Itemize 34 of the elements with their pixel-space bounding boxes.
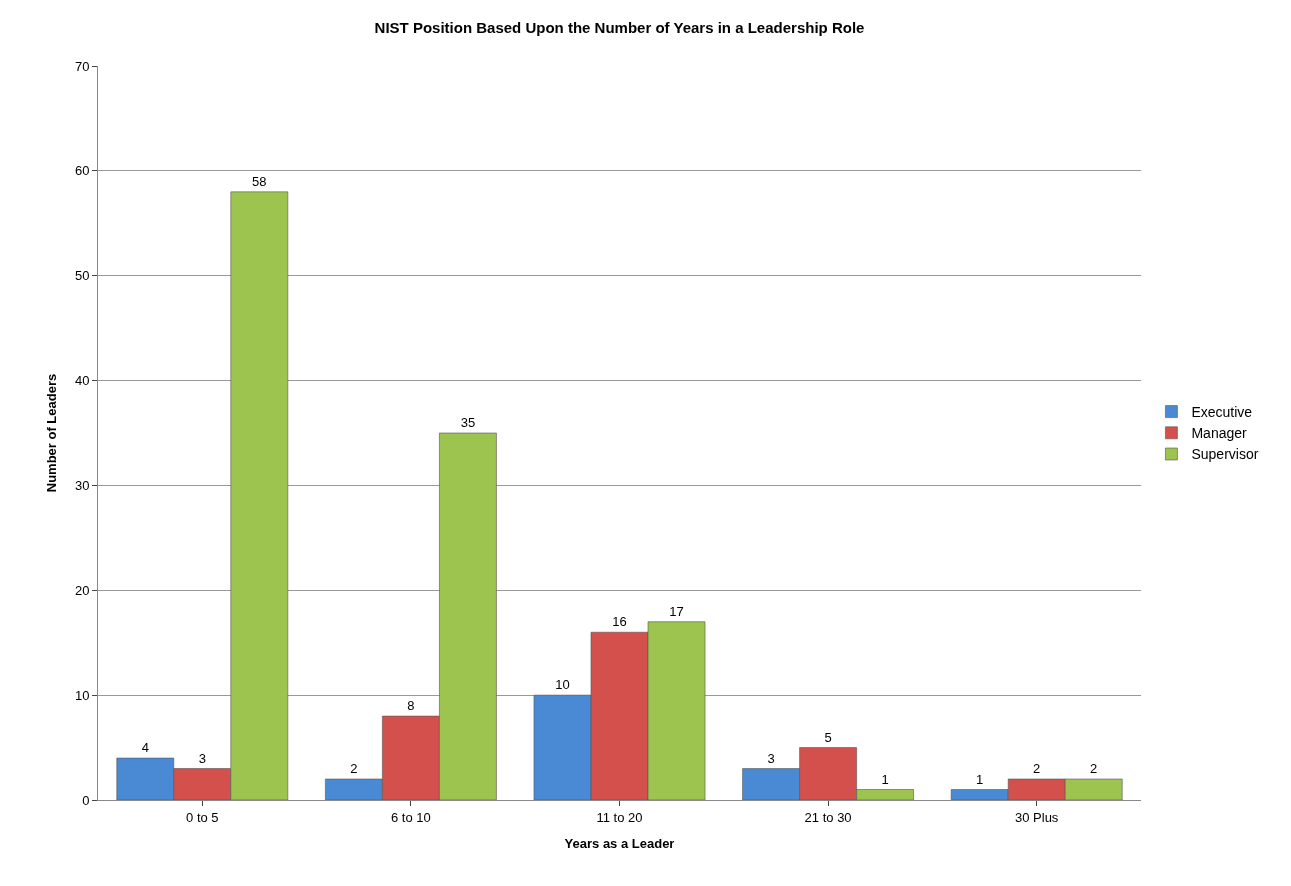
data-label: 10 [555, 677, 570, 693]
data-label: 1 [881, 771, 889, 787]
data-label: 3 [767, 750, 775, 766]
data-label: 2 [350, 761, 358, 777]
data-label: 3 [198, 750, 206, 766]
data-label: 5 [824, 729, 832, 745]
y-tick-label: 40 [74, 373, 90, 389]
data-label: 4 [141, 740, 149, 756]
data-label: 8 [407, 698, 415, 714]
y-tick-label: 10 [74, 687, 90, 703]
data-label: 35 [460, 415, 476, 430]
x-tick-label: 6 to 10 [391, 809, 431, 825]
legend-label: Executive [1191, 404, 1253, 421]
legend-label: Supervisor [1191, 446, 1259, 463]
data-label: 2 [1033, 761, 1041, 777]
y-axis-title: Number of Leaders [43, 373, 59, 493]
y-tick-label: 60 [74, 163, 90, 179]
legend-label: Manager [1191, 425, 1248, 442]
data-label: 1 [976, 771, 984, 787]
data-label: 2 [1090, 761, 1098, 777]
y-tick-label: 20 [74, 582, 90, 598]
y-tick-label: 0 [82, 792, 90, 808]
data-label: 16 [612, 614, 627, 630]
x-tick-label: 0 to 5 [186, 809, 219, 825]
y-tick-label: 50 [74, 268, 90, 284]
y-tick-label: 70 [74, 58, 90, 74]
x-tick-label: 11 to 20 [596, 809, 643, 825]
x-axis-title: Years as a Leader [564, 836, 675, 852]
x-tick-label: 21 to 30 [804, 809, 852, 825]
chart-title: NIST Position Based Upon the Number of Years in a Leadership Role [374, 18, 865, 36]
x-tick-label: 30 Plus [1015, 809, 1059, 825]
y-tick-label: 30 [74, 477, 90, 493]
data-label: 58 [252, 173, 267, 189]
data-label: 17 [669, 603, 684, 619]
